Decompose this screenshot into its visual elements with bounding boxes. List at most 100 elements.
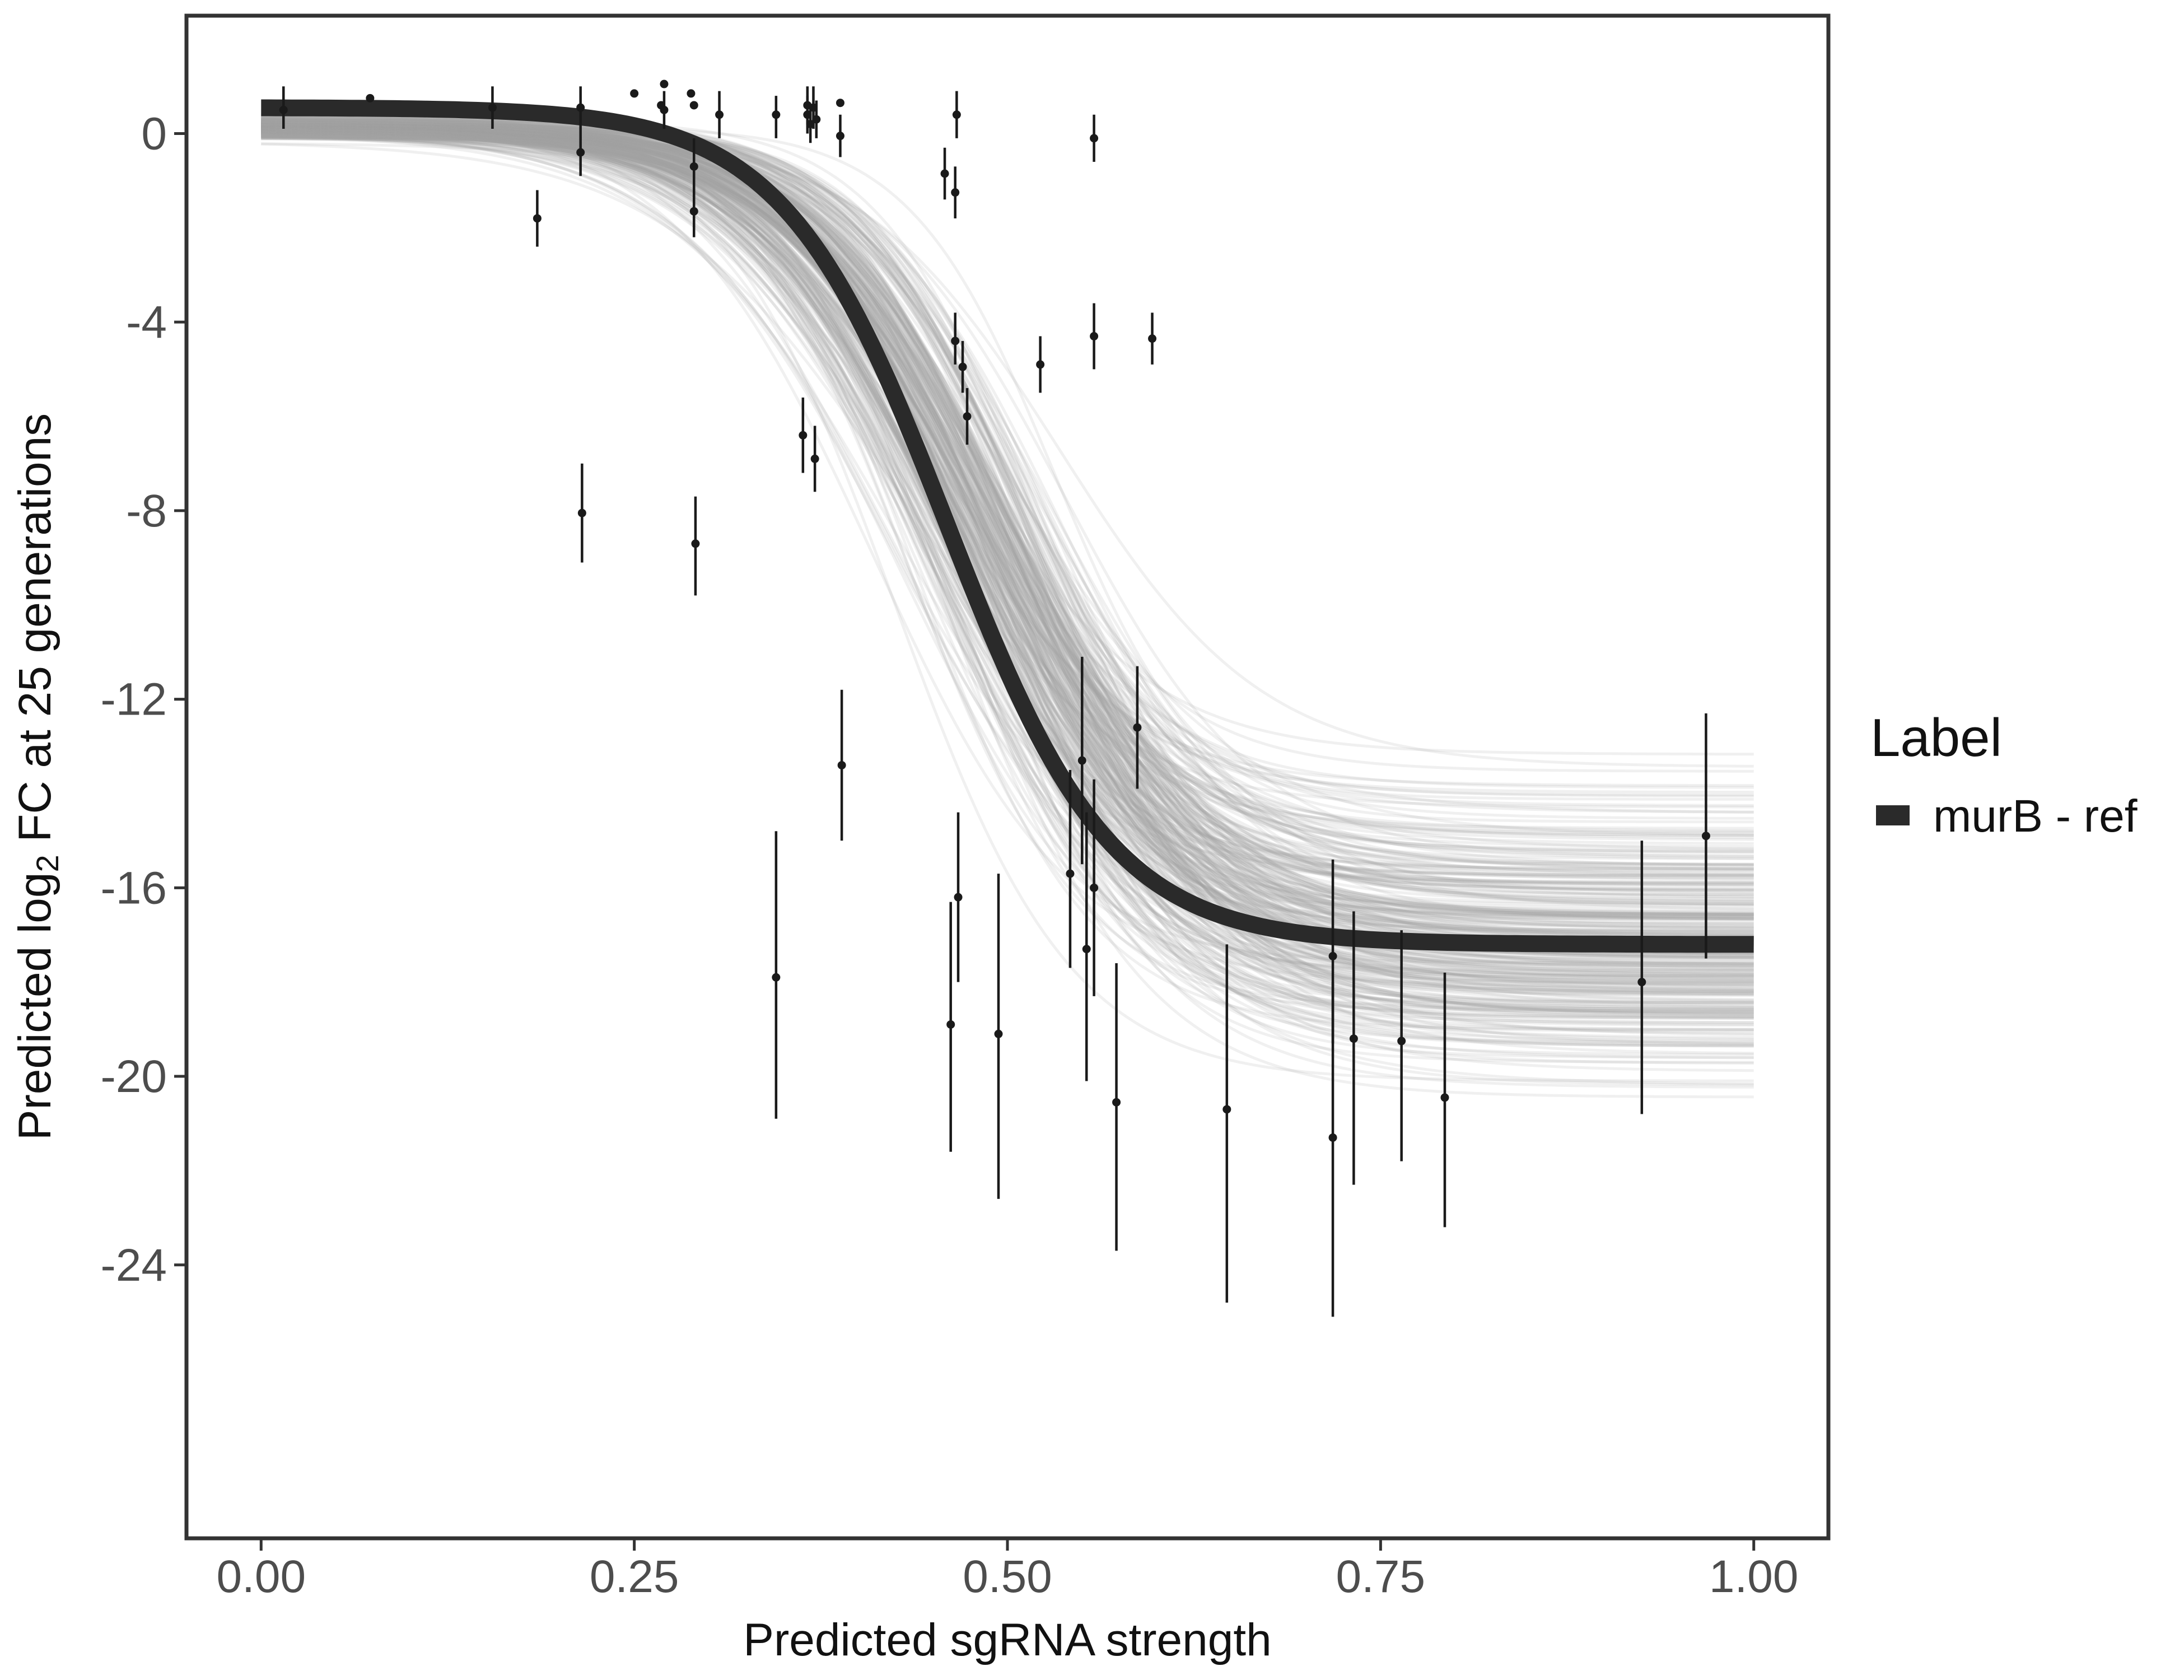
posterior-draw-curve xyxy=(261,128,1754,845)
data-point-group xyxy=(799,397,808,473)
posterior-draw-curve xyxy=(261,134,1754,928)
posterior-draw-curve xyxy=(261,124,1754,981)
data-point-group xyxy=(1222,944,1231,1303)
posterior-draw-curve xyxy=(261,133,1754,796)
posterior-draw-curve xyxy=(261,137,1754,1035)
posterior-draw-curve xyxy=(261,127,1754,1004)
posterior-draw-curve xyxy=(261,129,1754,927)
data-point xyxy=(1036,360,1045,369)
posterior-draw-curve xyxy=(261,123,1754,878)
posterior-draw-curve xyxy=(261,118,1754,964)
posterior-draw-curve xyxy=(261,124,1754,787)
posterior-draw-curve xyxy=(261,123,1754,1001)
x-tick-label: 1.00 xyxy=(1709,1551,1799,1602)
data-point xyxy=(1397,1037,1406,1046)
data-point-group xyxy=(1701,713,1710,959)
data-point-group xyxy=(1036,336,1045,393)
data-point xyxy=(689,162,698,171)
posterior-draw-curve xyxy=(261,122,1754,987)
posterior-draw-curve xyxy=(261,115,1754,1055)
posterior-draw-curve xyxy=(261,132,1754,962)
data-point xyxy=(687,89,696,98)
posterior-draw-curve xyxy=(261,127,1754,886)
data-point xyxy=(576,148,585,157)
posterior-draw-curve xyxy=(261,119,1754,1018)
data-point xyxy=(1090,332,1099,340)
posterior-draw-curve xyxy=(261,128,1754,916)
data-point xyxy=(958,362,967,371)
data-point xyxy=(689,101,698,110)
data-point xyxy=(952,110,961,119)
data-point xyxy=(954,893,963,902)
posterior-draw-curve xyxy=(261,124,1754,867)
data-point xyxy=(1328,1133,1337,1142)
posterior-draw-curve xyxy=(261,125,1754,903)
data-point-group xyxy=(366,94,375,102)
data-point-group xyxy=(689,185,698,237)
posterior-draw-curve xyxy=(261,125,1754,984)
data-point xyxy=(660,80,669,88)
posterior-draw-curve xyxy=(261,132,1754,841)
posterior-draw-curve xyxy=(261,126,1754,880)
posterior-draw-curve xyxy=(261,112,1754,1018)
data-point-group xyxy=(691,496,700,596)
data-point-group xyxy=(533,190,542,247)
posterior-draw-curve xyxy=(261,142,1754,1037)
posterior-draw-curve xyxy=(261,116,1754,981)
data-point-group xyxy=(810,426,819,492)
posterior-draw-curve xyxy=(261,122,1754,976)
posterior-draw-curve xyxy=(261,130,1754,916)
x-axis-title: Predicted sgRNA strength xyxy=(743,1614,1271,1665)
data-point xyxy=(660,105,669,114)
posterior-draw-curve xyxy=(261,127,1754,872)
posterior-draw-curve xyxy=(261,125,1754,824)
data-point-group xyxy=(1082,812,1091,1081)
posterior-draw-curve xyxy=(261,130,1754,992)
y-tick-label: -12 xyxy=(100,674,167,725)
posterior-draw-curve xyxy=(261,125,1754,919)
data-point xyxy=(1090,883,1099,892)
posterior-draw-curve xyxy=(261,124,1754,1024)
posterior-draw-curve xyxy=(261,134,1754,997)
posterior-draw-curve xyxy=(261,119,1754,967)
posterior-draw-curve xyxy=(261,125,1754,978)
posterior-draw-curve xyxy=(261,120,1754,972)
posterior-draw-curve xyxy=(261,123,1754,978)
data-point xyxy=(837,760,846,769)
data-point xyxy=(836,132,844,141)
posterior-draw-curve xyxy=(261,124,1754,930)
data-point-group xyxy=(772,96,781,138)
posterior-draw-curve xyxy=(261,120,1754,988)
posterior-draw-curve xyxy=(261,117,1754,876)
posterior-draw-curve xyxy=(261,134,1754,959)
data-point xyxy=(1328,951,1337,960)
posterior-draw-curve xyxy=(261,131,1754,940)
data-point xyxy=(366,94,375,102)
posterior-draw-curve xyxy=(261,130,1754,893)
data-point xyxy=(1349,1034,1358,1043)
posterior-draw-curve xyxy=(261,130,1754,1089)
y-tick-label: -8 xyxy=(126,486,167,536)
posterior-draw-curve xyxy=(261,121,1754,1015)
data-point xyxy=(279,105,288,114)
data-point xyxy=(951,188,960,197)
posterior-draw-curve xyxy=(261,125,1754,913)
data-point xyxy=(1077,756,1086,765)
data-point-group xyxy=(940,147,949,200)
data-point-group xyxy=(1133,666,1142,789)
posterior-draw-curve xyxy=(261,122,1754,920)
data-point-group xyxy=(812,100,821,138)
x-axis: 0.00 0.25 0.50 0.75 1.00 xyxy=(216,1540,1799,1602)
data-point-group xyxy=(946,902,955,1152)
data-point xyxy=(812,115,821,124)
posterior-draw-curve xyxy=(261,129,1754,984)
posterior-draw-curve xyxy=(261,119,1754,926)
posterior-draw-curve xyxy=(261,132,1754,991)
posterior-draw-curve xyxy=(261,132,1754,768)
posterior-draw-curve xyxy=(261,129,1754,794)
legend-title: Label xyxy=(1870,708,2002,768)
posterior-draw-curve xyxy=(261,121,1754,878)
fit-curve-murb-ref xyxy=(261,99,1754,953)
legend-label-murb-ref: murB - ref xyxy=(1933,791,2138,842)
